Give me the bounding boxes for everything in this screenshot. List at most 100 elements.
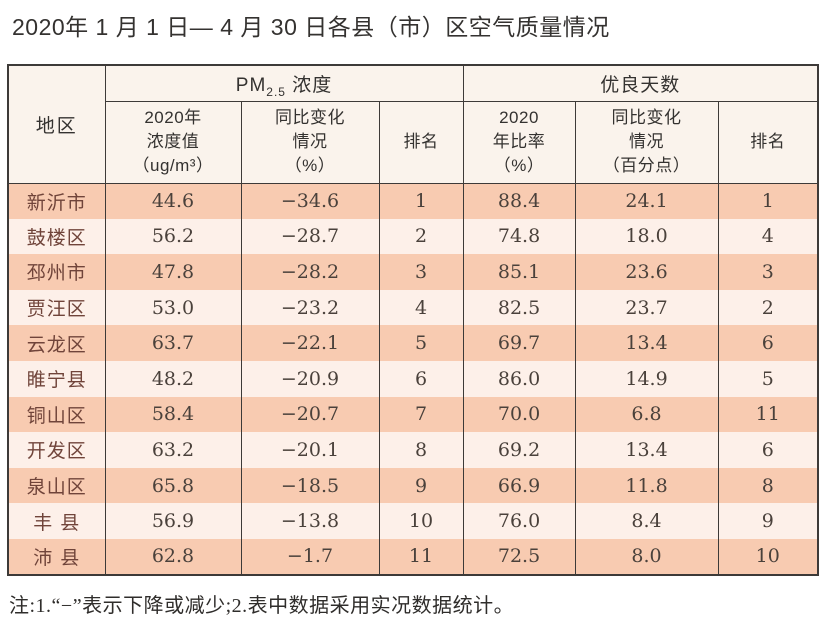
table-row: 开发区 63.2 −20.1 8 69.2 13.4 6 bbox=[7, 432, 819, 468]
cell-days-change: 11.8 bbox=[574, 467, 719, 504]
cell-days-change: 8.0 bbox=[574, 538, 719, 575]
table-row: 邳州市 47.8 −28.2 3 85.1 23.6 3 bbox=[7, 254, 819, 290]
page-title: 2020年 1 月 1 日— 4 月 30 日各县（市）区空气质量情况 bbox=[12, 14, 610, 40]
table-row: 云龙区 63.7 −22.1 5 69.7 13.4 6 bbox=[7, 325, 819, 361]
cell-pm-rank: 1 bbox=[378, 183, 464, 219]
cell-region: 沛 县 bbox=[7, 538, 106, 575]
cell-pm-change: −13.8 bbox=[240, 503, 380, 539]
cell-pm-value: 65.8 bbox=[104, 467, 242, 504]
cell-days-rate: 70.0 bbox=[462, 396, 576, 433]
header-days-change: 同比变化 情况 （百分点） bbox=[574, 101, 719, 184]
cell-days-change: 18.0 bbox=[574, 218, 719, 255]
cell-pm-value: 63.7 bbox=[104, 325, 242, 361]
footnote: 注:1.“−”表示下降或减少;2.表中数据采用实况数据统计。 bbox=[9, 594, 515, 617]
cell-pm-rank: 10 bbox=[378, 503, 464, 539]
cell-pm-change: −20.9 bbox=[240, 360, 380, 397]
cell-pm-change: −34.6 bbox=[240, 183, 380, 219]
header-pm-value: 2020年 浓度值 （ug/m³） bbox=[104, 101, 242, 184]
cell-pm-change: −1.7 bbox=[240, 538, 380, 575]
cell-region: 泉山区 bbox=[7, 467, 106, 504]
table-row: 新沂市 44.6 −34.6 1 88.4 24.1 1 bbox=[7, 183, 819, 219]
header-days-rate: 2020 年比率 （%） bbox=[462, 101, 576, 184]
cell-days-rate: 88.4 bbox=[462, 183, 576, 219]
cell-days-rank: 6 bbox=[717, 432, 819, 468]
cell-days-rate: 69.2 bbox=[462, 432, 576, 468]
header-group-pm25: PM2.5 浓度 bbox=[104, 65, 464, 102]
cell-region: 铜山区 bbox=[7, 396, 106, 433]
header-group-good-days: 优良天数 bbox=[462, 65, 819, 102]
cell-days-rank: 6 bbox=[717, 325, 819, 361]
cell-pm-rank: 6 bbox=[378, 360, 464, 397]
cell-days-rate: 82.5 bbox=[462, 289, 576, 326]
cell-days-rank: 9 bbox=[717, 503, 819, 539]
header-pm-rank: 排名 bbox=[378, 101, 464, 184]
cell-region: 贾汪区 bbox=[7, 289, 106, 326]
cell-region: 睢宁县 bbox=[7, 360, 106, 397]
cell-pm-value: 62.8 bbox=[104, 538, 242, 575]
cell-pm-change: −28.2 bbox=[240, 254, 380, 290]
cell-days-rank: 5 bbox=[717, 360, 819, 397]
table-row: 鼓楼区 56.2 −28.7 2 74.8 18.0 4 bbox=[7, 218, 819, 255]
cell-region: 邳州市 bbox=[7, 254, 106, 290]
cell-days-change: 6.8 bbox=[574, 396, 719, 433]
cell-days-rate: 66.9 bbox=[462, 467, 576, 504]
cell-pm-rank: 3 bbox=[378, 254, 464, 290]
cell-days-change: 8.4 bbox=[574, 503, 719, 539]
cell-pm-change: −18.5 bbox=[240, 467, 380, 504]
cell-days-rate: 86.0 bbox=[462, 360, 576, 397]
cell-pm-rank: 5 bbox=[378, 325, 464, 361]
cell-pm-value: 44.6 bbox=[104, 183, 242, 219]
cell-pm-change: −20.7 bbox=[240, 396, 380, 433]
cell-pm-value: 63.2 bbox=[104, 432, 242, 468]
cell-days-rank: 3 bbox=[717, 254, 819, 290]
table-row: 睢宁县 48.2 −20.9 6 86.0 14.9 5 bbox=[7, 360, 819, 397]
cell-region: 云龙区 bbox=[7, 325, 106, 361]
cell-pm-change: −23.2 bbox=[240, 289, 380, 326]
cell-days-rank: 10 bbox=[717, 538, 819, 575]
cell-pm-change: −22.1 bbox=[240, 325, 380, 361]
cell-pm-rank: 4 bbox=[378, 289, 464, 326]
cell-days-rate: 76.0 bbox=[462, 503, 576, 539]
cell-days-rank: 11 bbox=[717, 396, 819, 433]
cell-days-change: 24.1 bbox=[574, 183, 719, 219]
header-group-row: 地区 PM2.5 浓度 优良天数 bbox=[7, 65, 819, 184]
cell-region: 丰 县 bbox=[7, 503, 106, 539]
pm25-label-suffix: 浓度 bbox=[285, 74, 333, 96]
cell-days-rate: 72.5 bbox=[462, 538, 576, 575]
cell-days-rank: 2 bbox=[717, 289, 819, 326]
cell-days-rate: 69.7 bbox=[462, 325, 576, 361]
table-body: 新沂市 44.6 −34.6 1 88.4 24.1 1 鼓楼区 56.2 −2… bbox=[7, 183, 819, 575]
cell-days-rate: 74.8 bbox=[462, 218, 576, 255]
header-pm-change: 同比变化 情况 （%） bbox=[240, 101, 380, 184]
table-row: 沛 县 62.8 −1.7 11 72.5 8.0 10 bbox=[7, 538, 819, 575]
cell-pm-rank: 11 bbox=[378, 538, 464, 575]
pm25-label-prefix: PM bbox=[235, 74, 267, 96]
cell-pm-value: 56.2 bbox=[104, 218, 242, 255]
cell-pm-rank: 8 bbox=[378, 432, 464, 468]
pm25-label-subscript: 2.5 bbox=[266, 84, 286, 99]
cell-days-rank: 1 bbox=[717, 183, 819, 219]
cell-pm-change: −20.1 bbox=[240, 432, 380, 468]
cell-pm-change: −28.7 bbox=[240, 218, 380, 255]
cell-region: 新沂市 bbox=[7, 183, 106, 219]
cell-pm-value: 48.2 bbox=[104, 360, 242, 397]
cell-pm-rank: 9 bbox=[378, 467, 464, 504]
table-header: 地区 PM2.5 浓度 优良天数 2020年 浓度值 （ug/m³） 同比变化 … bbox=[7, 65, 819, 184]
cell-days-rank: 8 bbox=[717, 467, 819, 504]
table-row: 贾汪区 53.0 −23.2 4 82.5 23.7 2 bbox=[7, 289, 819, 326]
cell-days-change: 13.4 bbox=[574, 325, 719, 361]
cell-days-change: 13.4 bbox=[574, 432, 719, 468]
cell-region: 鼓楼区 bbox=[7, 218, 106, 255]
cell-days-rank: 4 bbox=[717, 218, 819, 255]
cell-days-rate: 85.1 bbox=[462, 254, 576, 290]
table-row: 丰 县 56.9 −13.8 10 76.0 8.4 9 bbox=[7, 503, 819, 539]
header-sub-row: 2020年 浓度值 （ug/m³） 同比变化 情况 （%） 排名 2020 年比… bbox=[8, 101, 819, 184]
table-row: 泉山区 65.8 −18.5 9 66.9 11.8 8 bbox=[7, 467, 819, 504]
cell-days-change: 23.6 bbox=[574, 254, 719, 290]
cell-days-change: 23.7 bbox=[574, 289, 719, 326]
cell-pm-rank: 2 bbox=[378, 218, 464, 255]
cell-pm-value: 53.0 bbox=[104, 289, 242, 326]
air-quality-table: 地区 PM2.5 浓度 优良天数 2020年 浓度值 （ug/m³） 同比变化 … bbox=[7, 64, 820, 576]
table-row: 铜山区 58.4 −20.7 7 70.0 6.8 11 bbox=[7, 396, 819, 433]
cell-pm-rank: 7 bbox=[378, 396, 464, 433]
